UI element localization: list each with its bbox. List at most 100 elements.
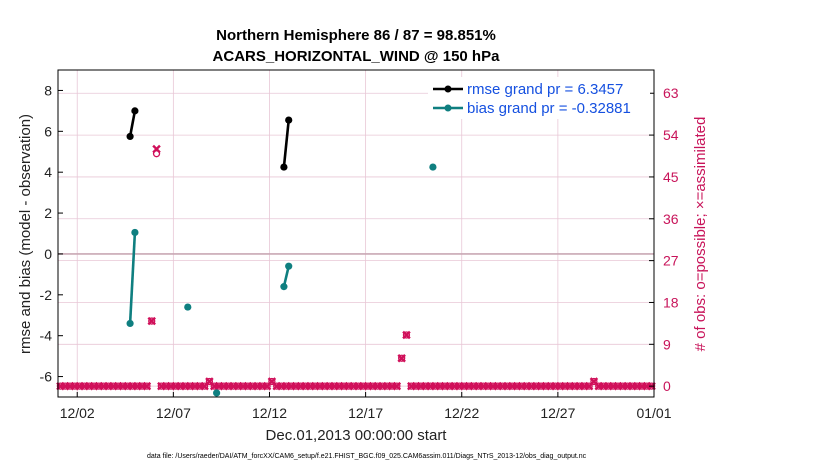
obs-possible-marker [561,382,569,390]
obs-possible-marker [75,382,84,390]
obs-count-markers [56,144,656,391]
x-tick-label: 12/22 [444,405,479,421]
obs-possible-marker [455,382,463,390]
obs-possible-marker [239,382,247,390]
series-point-bias [131,228,139,237]
obs-possible-marker [143,382,151,390]
series-point-bias [280,283,288,291]
obs-possible-marker [402,331,411,339]
series-point-rmse [126,132,134,141]
obs-possible-marker [422,382,430,390]
obs-possible-marker [325,382,334,390]
y-axis-label-left: rmse and bias (model - observation) [17,114,34,354]
obs-possible-marker [316,382,324,390]
obs-possible-marker [133,382,141,390]
obs-possible-marker [345,382,353,390]
plot-frame [57,69,655,398]
y-tick-label-left: 4 [44,164,52,180]
y-tick-label-right: 45 [663,169,679,185]
obs-possible-marker [566,382,574,390]
y-tick-label-left: 8 [44,82,52,98]
obs-possible-marker [176,382,185,390]
obs-possible-marker [56,382,65,390]
series-point-bias [126,319,134,328]
obs-possible-marker [369,382,377,390]
obs-possible-marker [244,382,252,390]
y-tick-label-right: 18 [663,294,679,310]
series-point-bias [213,389,221,397]
x-tick-label: 12/07 [156,405,191,421]
obs-possible-marker [273,382,281,390]
obs-possible-marker [417,382,425,390]
obs-possible-marker [498,382,507,390]
obs-possible-marker [181,382,190,390]
obs-possible-marker [80,382,89,390]
x-tick-label: 12/02 [60,405,95,421]
obs-possible-marker [215,382,223,390]
obs-possible-marker [575,382,584,390]
obs-possible-marker [373,382,382,390]
obs-possible-marker [614,382,622,390]
obs-possible-marker [258,382,266,390]
obs-possible-marker [100,382,108,390]
obs-possible-marker [340,382,348,390]
legend: rmse grand pr = 6.3457 bias grand pr = -… [428,77,650,119]
obs-possible-marker [364,382,372,390]
x-tick-label: 12/12 [252,405,287,421]
grid-lines [58,70,655,397]
obs-possible-marker [138,382,146,390]
obs-possible-marker [311,382,319,390]
chart-subtitle: ACARS_HORIZONTAL_WIND @ 150 hPa [213,48,501,65]
obs-possible-marker [450,382,459,390]
obs-possible-marker [95,382,103,390]
obs-possible-marker [547,382,555,390]
obs-possible-marker [595,382,603,390]
x-tick-label: 12/27 [540,405,575,421]
y-tick-label-left: 6 [44,123,52,139]
obs-possible-marker [263,382,271,390]
obs-possible-marker [537,382,545,390]
obs-possible-marker [393,382,401,390]
x-tick-label: 12/17 [348,405,383,421]
y-tick-label-right: 27 [663,253,679,269]
obs-possible-marker [527,382,536,390]
obs-possible-marker [229,382,238,390]
obs-possible-marker [638,382,646,390]
series-layer [126,83,581,397]
obs-possible-marker [628,382,637,390]
obs-possible-marker [282,382,290,390]
obs-possible-marker [513,382,521,390]
obs-possible-marker [446,382,454,390]
series-point-bias [184,303,192,311]
obs-possible-marker [210,382,218,390]
obs-possible-marker [623,382,632,390]
y-tick-label-right: 9 [663,336,671,352]
obs-possible-marker [162,382,170,390]
obs-possible-marker [383,382,391,390]
series-point-bias [285,262,293,270]
obs-possible-marker [224,382,233,390]
obs-possible-marker [479,382,488,390]
obs-assimilated-marker [147,316,156,326]
obs-possible-marker [426,382,435,390]
series-point-bias [429,163,437,171]
obs-possible-marker [599,382,608,390]
obs-possible-marker [292,382,300,390]
axis-ticks: 0 9 18 27 36 45 54 63 -6 -4 -2 0 2 4 6 8 12/02 12/07 12/12… [40,82,679,421]
obs-possible-marker [114,382,122,390]
obs-possible-marker [119,382,127,390]
obs-assimilated-marker [142,381,152,391]
obs-possible-marker [571,382,579,390]
legend-marker-rmse [444,85,452,93]
y-tick-label-left: -2 [40,287,53,303]
obs-possible-marker [157,382,165,390]
series-line-rmse [128,110,137,137]
obs-possible-marker [412,382,420,390]
obs-possible-marker [71,382,79,390]
obs-possible-marker [441,382,449,390]
y-tick-label-left: -4 [40,328,53,344]
obs-possible-marker [532,382,540,390]
obs-possible-marker [633,382,641,390]
obs-possible-marker [359,382,367,390]
